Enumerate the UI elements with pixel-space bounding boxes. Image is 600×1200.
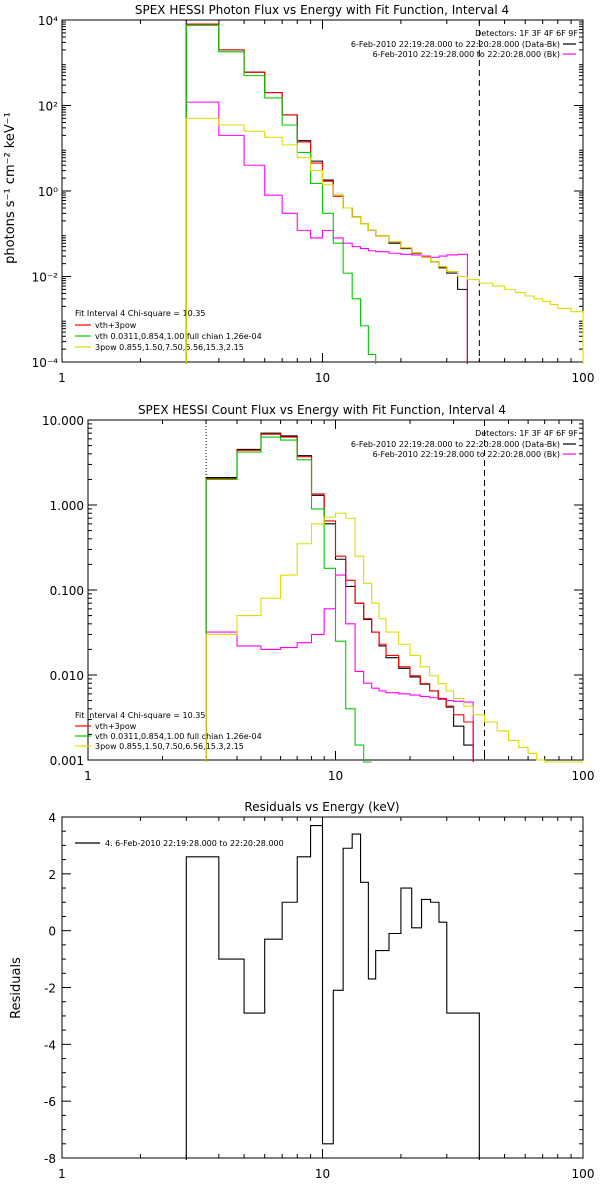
y-tick-label: -6 [44,1095,56,1109]
y-tick-label: 0.100 [50,584,84,598]
legend-bottom-entry-3: 3pow 0.855,1.50,7.50,6.56,15.3,2.15 [95,742,244,751]
y-tick-label: 0.001 [50,754,84,768]
x-tick-label: 100 [572,1167,595,1181]
x-tick-label: 10 [315,1167,330,1181]
y-tick-label: 10² [38,100,58,114]
count-flux-panel: SPEX HESSI Count Flux vs Energy with Fit… [42,403,594,783]
x-tick-label: 100 [572,769,595,783]
y-tick-label: 10⁻² [32,271,59,285]
y-tick-label: 10⁴ [38,14,58,28]
series-line-1 [205,574,474,762]
series-line-3 [185,24,377,364]
y-tick-label: 0 [48,925,56,939]
legend-top-header: Detectors: 1F 3F 4F 6F 9F [475,29,578,38]
legend-entry: 4. 6-Feb-2010 22:19:28.000 to 22:20:28.0… [105,839,284,848]
panel-title: SPEX HESSI Photon Flux vs Energy with Fi… [135,3,509,17]
legend-bottom-header: Fit Interval 4 Chi-square = 10.35 [75,711,205,720]
x-tick-label: 1 [58,371,66,385]
series-line-2 [205,433,474,762]
photon-flux-panel: SPEX HESSI Photon Flux vs Energy with Fi… [3,3,594,385]
residuals-panel: Residuals vs Energy (keV) Residuals 4. 6… [9,800,594,1181]
legend-bottom-entry-2: vth 0.0311,0.854,1.00 full chian 1.26e-0… [95,332,262,341]
legend-top-entry-1: 6-Feb-2010 22:19:28.000 to 22:20:28.000 … [351,440,560,449]
legend-bottom-entry-2: vth 0.0311,0.854,1.00 full chian 1.26e-0… [95,732,262,741]
series-line-1 [185,101,468,364]
panel-title: SPEX HESSI Count Flux vs Energy with Fit… [138,403,506,417]
legend-bottom-entry-1: vth+3pow [95,321,137,330]
y-axis-label: Residuals [9,957,24,1019]
legend-bottom-entry-1: vth+3pow [95,722,137,731]
y-tick-label: -8 [44,1152,56,1166]
x-tick-label: 1 [84,769,92,783]
legend-top-header: Detectors: 1F 3F 4F 6F 9F [475,429,578,438]
series-line-0 [185,824,480,1160]
y-tick-label: 1.000 [50,499,84,513]
y-tick-label: -4 [44,1038,56,1052]
legend-top-entry-2: 6-Feb-2010 22:19:28.000 to 22:20:28.000 … [373,50,560,59]
x-tick-label: 10 [315,371,330,385]
y-tick-label: 10.000 [42,414,84,428]
x-tick-label: 10 [328,769,343,783]
y-tick-label: -2 [44,982,56,996]
y-tick-label: 10⁰ [38,185,58,199]
x-tick-label: 1 [58,1167,66,1181]
legend-top-entry-1: 6-Feb-2010 22:19:28.000 to 22:20:28.000 … [351,40,560,49]
series-line-4 [205,512,583,763]
y-axis-label: photons s⁻¹ cm⁻² keV⁻¹ [3,112,18,264]
y-tick-label: 2 [48,868,56,882]
legend-top-entry-2: 6-Feb-2010 22:19:28.000 to 22:20:28.000 … [373,450,560,459]
series-line-4 [185,117,584,364]
series-line-0 [185,23,468,364]
series-line-3 [205,436,372,763]
x-tick-label: 100 [572,371,595,385]
y-tick-label: 0.010 [50,669,84,683]
legend-bottom-header: Fit Interval 4 Chi-square = 10.35 [75,309,205,318]
y-tick-label: 10⁻⁴ [32,356,59,370]
legend-bottom-entry-3: 3pow 0.855,1.50,7.50,6.56,15.3,2.15 [95,343,244,352]
series-line-0 [205,432,474,762]
series-line-2 [185,23,468,364]
panel-title: Residuals vs Energy (keV) [244,800,399,814]
y-tick-label: 4 [48,811,56,825]
